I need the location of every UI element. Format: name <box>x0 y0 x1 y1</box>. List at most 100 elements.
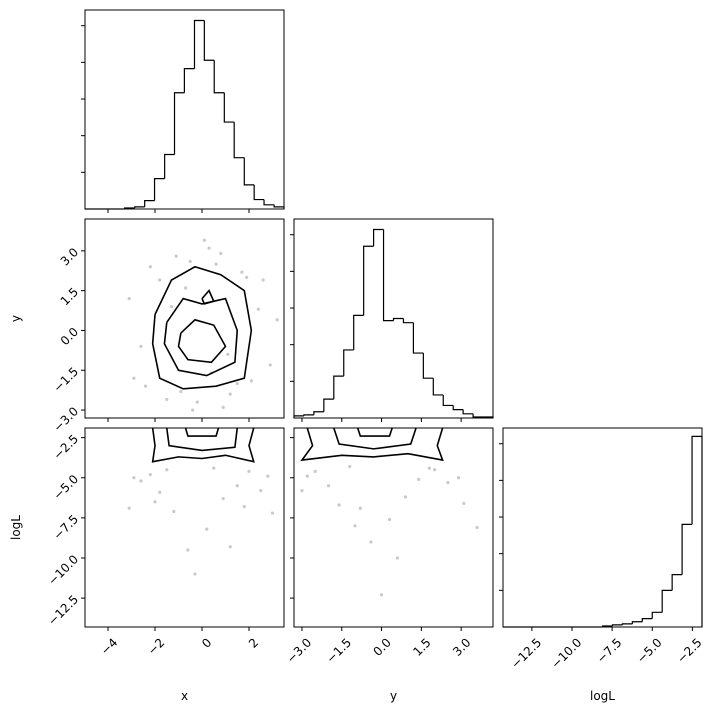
sample-point <box>127 297 131 301</box>
sample-point <box>132 476 136 480</box>
histogram-bin <box>671 574 683 591</box>
sample-point <box>475 525 479 530</box>
sample-point <box>127 506 131 510</box>
y-tick-label: −3.0 <box>51 404 82 435</box>
histogram-bin <box>452 405 464 411</box>
sample-point <box>205 527 209 531</box>
y-axis-label: logL <box>9 515 23 540</box>
sample-point <box>158 490 162 494</box>
histogram-bin <box>153 178 165 201</box>
histogram-bin <box>343 349 354 377</box>
histogram-bin <box>392 317 404 321</box>
sample-point <box>144 384 148 388</box>
histogram-bin <box>233 122 245 159</box>
sample-point <box>165 397 169 402</box>
sample-point <box>353 524 357 528</box>
sample-point <box>132 376 136 380</box>
histogram-bin <box>651 611 663 619</box>
sample-point <box>153 500 157 504</box>
sample-point <box>245 275 249 279</box>
histogram-bin <box>183 68 195 93</box>
contour <box>151 428 255 463</box>
sample-point <box>139 479 143 483</box>
sample-point <box>326 484 331 488</box>
sample-point <box>235 484 239 488</box>
histogram-bin <box>213 60 225 94</box>
sample-point <box>387 517 392 522</box>
histogram-bin <box>173 92 185 155</box>
x-tick-label: −5.0 <box>634 635 665 666</box>
panel-frame <box>293 427 494 628</box>
histogram-bin <box>134 206 145 208</box>
sample-point <box>165 468 169 472</box>
contour <box>163 297 239 377</box>
sample-point <box>358 506 362 510</box>
y-tick-label: −5.0 <box>51 472 82 503</box>
y-tick-label: 3.0 <box>58 245 81 268</box>
sample-point <box>403 495 408 499</box>
histogram-bin <box>661 589 673 613</box>
sample-point <box>300 488 304 493</box>
sample-point <box>462 501 466 506</box>
y-tick-label: −7.5 <box>51 512 82 543</box>
x-tick-label: −4 <box>98 635 120 657</box>
sample-point <box>174 254 178 258</box>
histogram-bin <box>462 409 474 415</box>
x-tick-label: 1.5 <box>410 635 433 658</box>
histogram-bin <box>432 378 444 396</box>
sample-point <box>148 472 152 477</box>
x-tick-label: −2.5 <box>674 635 705 666</box>
histogram-bin <box>203 20 215 61</box>
x-tick-label: 0.0 <box>371 635 394 658</box>
histogram-bin <box>124 207 135 209</box>
sample-point <box>348 464 352 469</box>
panel <box>127 428 275 576</box>
sample-point <box>240 270 244 274</box>
y-tick-label: −10.0 <box>45 552 81 588</box>
sample-point <box>228 545 232 549</box>
histogram-bin <box>442 394 454 407</box>
histogram-bin <box>681 523 693 575</box>
sample-point <box>179 389 183 394</box>
contour <box>165 428 239 452</box>
histogram-bin <box>483 416 494 418</box>
histogram-bin <box>363 245 374 316</box>
sample-point <box>337 503 341 507</box>
histogram-bin <box>373 228 384 247</box>
panel <box>300 428 479 597</box>
sample-point <box>270 511 275 515</box>
sample-point <box>221 405 225 409</box>
histogram-bin <box>164 153 175 179</box>
sample-point <box>305 474 309 478</box>
histogram-bin <box>243 157 255 186</box>
histogram-bin <box>253 184 265 201</box>
sample-point <box>195 400 199 404</box>
x-tick-label: −10.0 <box>548 635 584 671</box>
sample-point <box>158 278 162 282</box>
panel-frame <box>84 9 285 210</box>
sample-point <box>214 262 218 266</box>
histogram-bin <box>382 229 394 322</box>
sample-point <box>235 381 239 386</box>
sample-point <box>191 408 195 412</box>
x-tick-label: −2 <box>145 635 167 657</box>
histogram-bin <box>611 624 623 626</box>
sample-point <box>247 469 251 473</box>
y-tick-label: 0.0 <box>58 325 81 348</box>
y-tick-label: −12.5 <box>45 592 81 628</box>
histogram-bin <box>313 411 324 415</box>
histogram-bin <box>472 413 484 418</box>
x-tick-label: −3.0 <box>284 635 315 666</box>
sample-point <box>259 488 263 493</box>
sample-point <box>221 497 225 501</box>
contour <box>177 318 227 364</box>
sample-point <box>228 392 232 396</box>
sample-point <box>249 379 253 383</box>
histogram-bin <box>621 623 633 625</box>
x-tick-label: −7.5 <box>594 635 625 666</box>
sample-point <box>219 251 223 256</box>
contour <box>300 428 444 462</box>
histogram-bin <box>193 19 205 69</box>
y-tick-label: 1.5 <box>58 285 81 308</box>
